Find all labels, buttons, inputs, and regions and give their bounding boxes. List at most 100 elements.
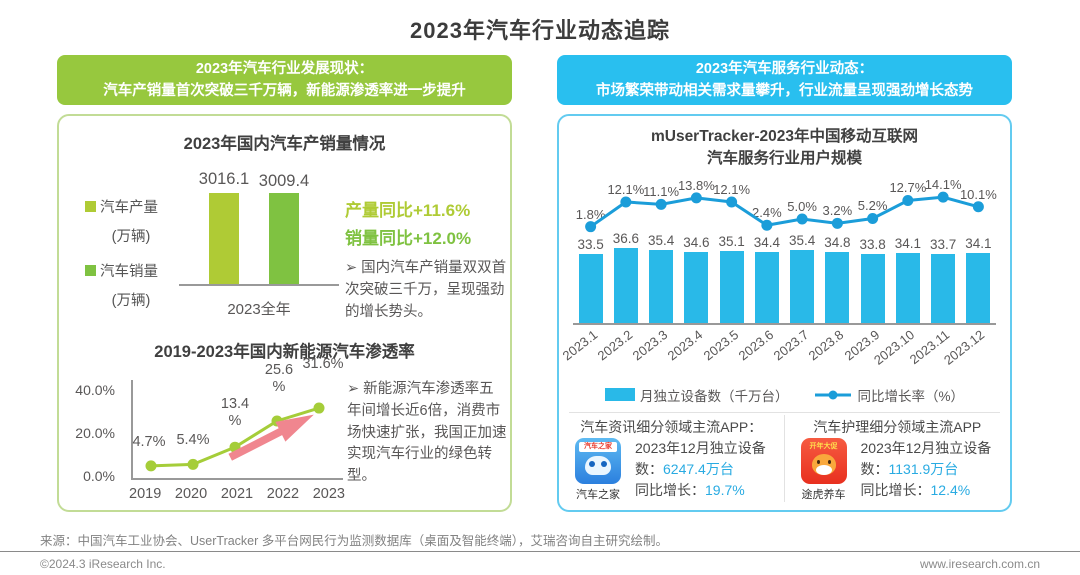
combo-bar [825,251,850,323]
combo-bar [931,253,956,323]
tuhu-icon-tiger [811,454,836,476]
yoy-sales-text: 销量同比+12.0% [345,229,472,248]
user-scale-title-line2: 汽车服务行业用户规模 [706,150,862,168]
combo-bar-value: 35.4 [647,233,675,249]
point-label: 31.6% [302,356,344,372]
yoy-production-text: 产量同比+11.6% [345,201,471,220]
stats-growth-value: 19.7% [705,482,745,499]
production-sales-title: 2023年国内汽车产销量情况 [183,135,386,153]
legend-unit-production: (万辆) [111,229,151,245]
growth-line-point [585,221,597,233]
combo-bar-value: 33.8 [859,236,886,252]
nev-line-plot: 4.7% 5.4% 13.4% 25.6% 31.6% [131,356,344,480]
combo-bar [754,252,779,323]
autohome-icon-text: 汽车之家 [579,442,617,453]
growth-point-label: 14.1% [924,177,962,193]
growth-line-point [902,194,914,206]
combo-bar [966,253,991,323]
legend-label-production: 汽车产量 [100,200,158,216]
left-panel: 2023年汽车行业发展现状： 汽车产销量首次突破三千万辆，新能源渗透率进一步提升… [57,55,512,512]
combo-bar [649,250,674,323]
growth-line-point [620,196,632,208]
footer-copyright: ©2024.3 iResearch Inc. [40,557,166,571]
stats-prefix: 2023年12月独立设备数： [860,440,992,478]
app-card-autohome: 汽车资讯细分领域主流APP： 汽车之家 汽车之家 [559,414,785,503]
stats-growth-value: 12.4% [930,482,971,499]
production-bar [209,192,239,284]
legend-item-production: 汽车产量 (万辆) [85,196,177,246]
production-x-axis-label: 2023全年 [227,301,291,318]
user-scale-combo-chart: 33.5 1.8% 2023.1 36.6 12.1% 2023.2 35.4 11.1% 20… [559,173,997,383]
left-content-box: 2023年国内汽车产销量情况 汽车产量 (万辆) [57,114,512,512]
right-panel-header: 2023年汽车服务行业动态： 市场繁荣带动相关需求量攀升，行业流量呈现强劲增长态… [557,55,1012,105]
apps-divider [569,411,1000,413]
nev-ytick-0: 0.0% [83,468,115,484]
app-heading-autohome: 汽车资讯细分领域主流APP： [580,418,763,435]
nev-x-label: 2020 [174,486,208,502]
app-stats-autohome: 2023年12月独立设备数：6247.4万台 同比增长：19.7% [635,438,778,502]
stats-devices-value: 6247.4万台 [663,461,734,478]
growth-point-label: 11.1% [643,184,680,200]
autohome-icon-face [585,456,611,476]
tuhu-app-icon: 开年大促 [800,438,847,485]
combo-bar [790,250,815,323]
footer-divider [0,551,1080,552]
point-label: 5.4% [176,432,210,448]
right-header-line1: 2023年汽车服务行业动态： [695,60,874,77]
autohome-app-icon: 汽车之家 [575,438,621,485]
line-point [313,402,325,414]
stats-growth-label: 同比增长： [635,482,705,499]
combo-x-axis-line [573,322,996,325]
combo-bar-value: 35.1 [718,233,745,249]
growth-line-point [796,213,808,225]
panels-row: 2023年汽车行业发展现状： 汽车产销量首次突破三千万辆，新能源渗透率进一步提升… [57,55,1012,512]
right-content-box: mUserTracker-2023年中国移动互联网 汽车服务行业用户规模 33.… [557,114,1012,512]
line-point [187,458,199,470]
combo-bar-value: 33.7 [929,236,957,252]
app-heading-tuhu: 汽车护理细分领域主流APP [813,418,982,435]
nev-line-svg [145,402,325,472]
page-title: 2023年汽车行业动态追踪 [410,18,670,43]
combo-bar [719,250,744,323]
growth-point-label: 5.0% [787,198,817,214]
growth-line-point [937,191,949,203]
production-sales-chart: 汽车产量 (万辆) 汽车销量 (万辆) 3016.1 3009.4 [59,154,510,326]
production-annotation: 产量同比+11.6% 销量同比+12.0% ➢ 国内汽车产销量双双首次突破三千万… [345,196,507,323]
growth-line-point [831,217,843,229]
nev-x-label: 2023 [312,486,345,502]
line-point [145,460,157,472]
growth-line-point [867,212,879,224]
growth-point-label: 12.1% [607,181,645,197]
growth-line-point [655,198,667,210]
growth-line-point [972,201,984,213]
production-bullet-text: ➢ 国内汽车产销量双双首次突破三千万，呈现强劲的增长势头。 [345,260,507,320]
point-label: 25.6% [264,362,294,395]
growth-point-label: 1.8% [575,206,606,222]
footer-website: www.iresearch.com.cn [919,557,1040,571]
legend-label-sales: 汽车销量 [100,264,158,280]
user-scale-title-line1: mUserTracker-2023年中国移动互联网 [650,128,919,145]
growth-point-label: 13.8% [677,177,715,193]
combo-bar [895,253,920,323]
growth-point-label: 12.1% [713,181,751,197]
legend-swatch-sales [85,265,96,276]
growth-line-point [690,192,702,204]
legend-label-devices: 月独立设备数（千万台） [639,388,789,404]
growth-line-point [726,196,738,208]
tuhu-icon-text: 开年大促 [809,443,838,451]
combo-bar [578,254,603,323]
production-legend: 汽车产量 (万辆) 汽车销量 (万辆) [85,196,177,324]
combo-bar [860,253,885,323]
apps-row: 汽车资讯细分领域主流APP： 汽车之家 汽车之家 [559,414,1010,503]
bar-value-label: 3009.4 [258,171,310,190]
nev-ytick-40: 40.0% [75,382,115,398]
app-caption-tuhu: 途虎养车 [801,489,846,502]
app-caption-autohome: 汽车之家 [576,489,620,502]
app-stats-tuhu: 2023年12月独立设备数：1131.9万台 同比增长：12.4% [861,438,1005,502]
combo-legend: 月独立设备数（千万台） 同比增长率（%） [559,385,1010,405]
point-label: 4.7% [132,434,166,450]
left-header-line2: 汽车产销量首次突破三千万辆，新能源渗透率进一步提升 [103,83,466,99]
legend-item-sales: 汽车销量 (万辆) [85,260,177,310]
footer-source: 来源：中国汽车工业协会、UserTracker 多平台网民行为监测数据库（桌面及… [40,534,669,548]
nev-chart: 40.0% 20.0% 0.0% 4.7% 5.4% 13.4% 25.6% 31.6%… [59,356,510,506]
